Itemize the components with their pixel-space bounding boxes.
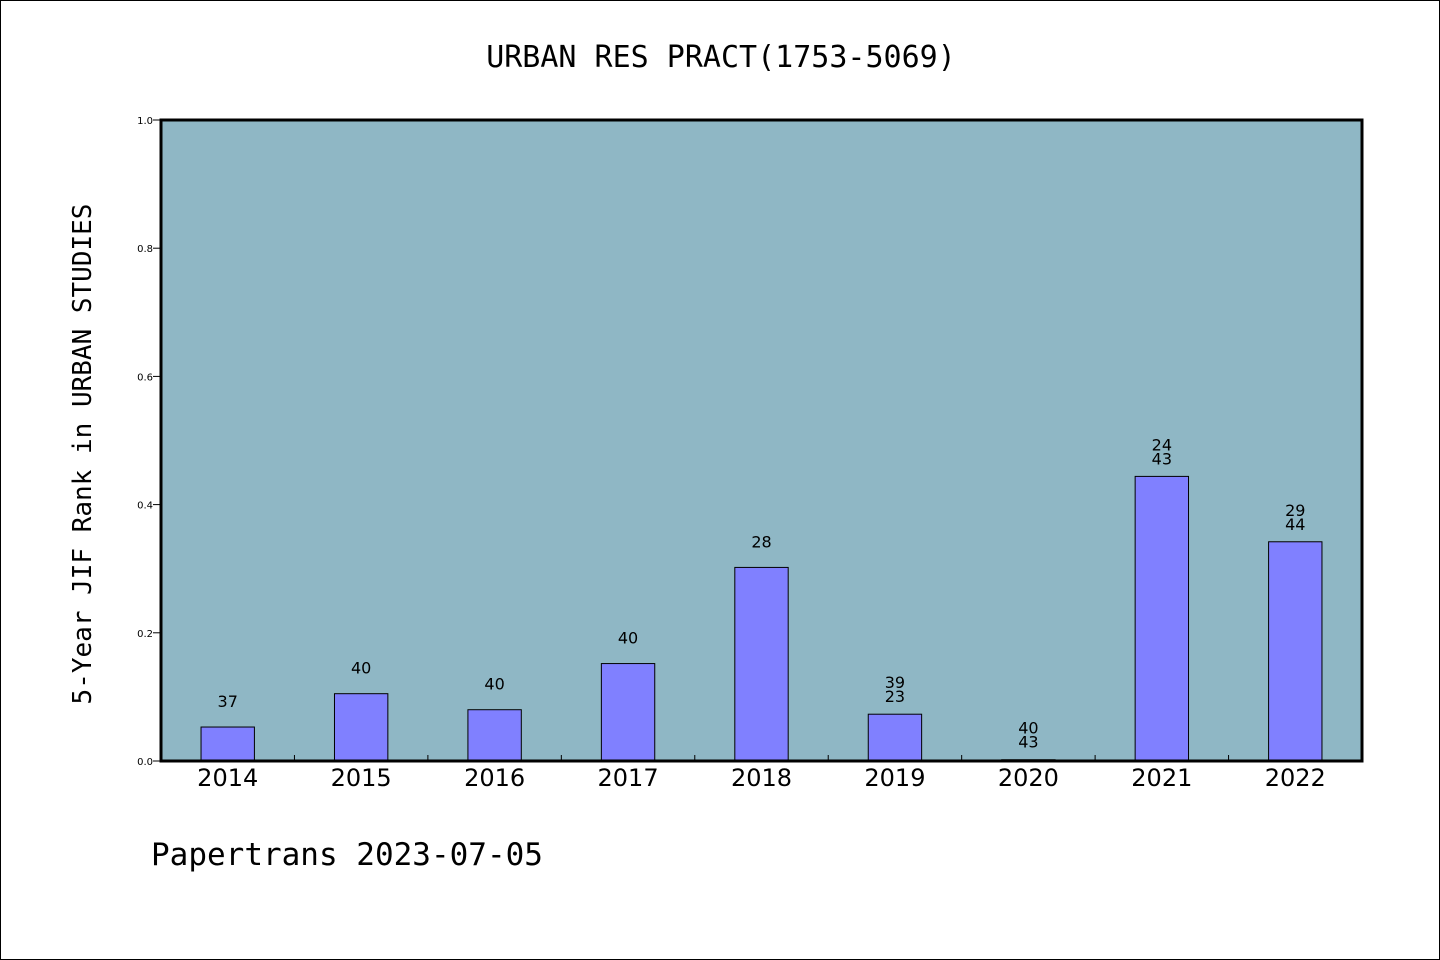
x-tick-label: 2018 xyxy=(731,764,792,792)
y-axis-label: 5-Year JIF Rank in URBAN STUDIES xyxy=(68,204,98,705)
x-tick-label: 2016 xyxy=(464,764,525,792)
y-tick-label: 1.0 xyxy=(137,116,153,127)
data-label: 44 xyxy=(1285,515,1305,534)
data-label: 39 xyxy=(885,673,905,692)
x-axis-ticks: 2014 2015 2016 2017 2018 2019 2020 2021 2022 xyxy=(197,755,1326,792)
y-axis-ticks: 0.0 0.2 0.4 0.6 0.8 1.0 xyxy=(137,116,161,768)
bar-2022 xyxy=(1268,541,1323,762)
x-tick-label: 2021 xyxy=(1131,764,1192,792)
bar-2019 xyxy=(867,713,923,762)
data-label: 40 xyxy=(618,629,638,648)
footer-text: Papertrans 2023-07-05 xyxy=(151,837,543,873)
y-tick-label: 0.0 xyxy=(137,757,153,768)
data-label: 29 xyxy=(1285,501,1305,520)
bar-2016 xyxy=(467,709,522,762)
bar-2017 xyxy=(600,663,656,762)
x-tick-label: 2017 xyxy=(598,764,659,792)
data-label: 40 xyxy=(1018,719,1038,738)
chart-title: URBAN RES PRACT(1753-5069) xyxy=(486,40,956,75)
data-label: 24 xyxy=(1152,435,1172,454)
x-tick-label: 2015 xyxy=(331,764,392,792)
data-label: 37 xyxy=(218,692,238,711)
bar-2018 xyxy=(734,566,789,762)
plot-frame xyxy=(159,118,1364,763)
data-label: 23 xyxy=(885,687,905,706)
bar-2015 xyxy=(333,693,389,762)
y-tick-label: 0.8 xyxy=(137,244,153,255)
bars-group xyxy=(200,475,1323,762)
bar-2014 xyxy=(200,726,255,762)
y-tick-label: 0.2 xyxy=(137,629,153,640)
data-label: 40 xyxy=(351,659,371,678)
bar-2021 xyxy=(1134,475,1190,762)
y-tick-label: 0.6 xyxy=(137,372,153,383)
x-tick-label: 2020 xyxy=(998,764,1059,792)
x-tick-label: 2019 xyxy=(864,764,925,792)
data-label: 40 xyxy=(484,675,504,694)
y-tick-label: 0.4 xyxy=(137,501,153,512)
x-tick-label: 2014 xyxy=(197,764,258,792)
x-tick-label: 2022 xyxy=(1265,764,1326,792)
data-label: 43 xyxy=(1018,733,1038,752)
data-label: 43 xyxy=(1152,449,1172,468)
data-label: 28 xyxy=(751,532,771,551)
